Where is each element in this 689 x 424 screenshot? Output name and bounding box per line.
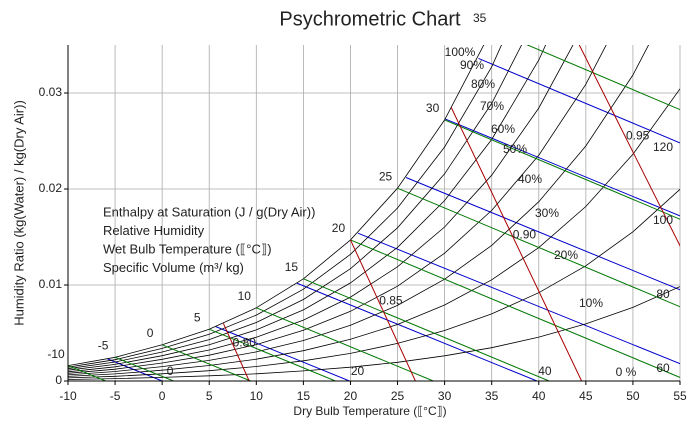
line-label: 100% bbox=[445, 45, 476, 59]
series-line bbox=[68, 45, 650, 376]
series-line bbox=[68, 45, 607, 374]
x-tick-label: 5 bbox=[206, 389, 213, 403]
series-line bbox=[444, 119, 680, 220]
series-line bbox=[209, 328, 336, 381]
series-line bbox=[68, 88, 680, 377]
line-label: 0 % bbox=[616, 365, 637, 379]
line-label: 10 bbox=[238, 289, 252, 303]
line-label: 0.90 bbox=[513, 227, 537, 241]
series-line bbox=[478, 57, 680, 144]
line-label: 40% bbox=[518, 172, 542, 186]
x-tick-label: -10 bbox=[59, 389, 77, 403]
x-tick-label: 20 bbox=[344, 389, 358, 403]
line-label: 80% bbox=[471, 77, 495, 91]
series-line bbox=[68, 45, 502, 368]
line-label: 0.85 bbox=[379, 294, 403, 308]
line-label: 80 bbox=[656, 287, 670, 301]
line-label: 15 bbox=[285, 260, 299, 274]
line-label: 60 bbox=[656, 361, 670, 375]
line-label: 0 bbox=[167, 364, 174, 378]
legend-entry: Wet Bulb Temperature (⟦°C⟧) bbox=[103, 241, 272, 256]
series-line bbox=[256, 307, 434, 381]
x-tick-label: 0 bbox=[159, 389, 166, 403]
x-tick-label: 10 bbox=[250, 389, 264, 403]
series-line bbox=[357, 232, 680, 365]
line-label: 0.80 bbox=[233, 335, 257, 349]
series-line bbox=[68, 45, 485, 366]
series-line bbox=[114, 356, 174, 381]
x-tick-label: 45 bbox=[579, 389, 593, 403]
x-tick-label: 55 bbox=[673, 389, 687, 403]
line-label: -10 bbox=[47, 347, 65, 361]
line-label: 20% bbox=[554, 248, 578, 262]
x-tick-label: 15 bbox=[297, 389, 311, 403]
series-line bbox=[68, 45, 547, 371]
series-line bbox=[405, 177, 680, 291]
y-tick-label: 0.01 bbox=[39, 277, 63, 291]
x-tick-label: 35 bbox=[485, 389, 499, 403]
line-label: 40 bbox=[538, 364, 552, 378]
legend-entry: Relative Humidity bbox=[103, 223, 205, 238]
line-label: 35 bbox=[473, 11, 487, 25]
line-label: 0 bbox=[147, 326, 154, 340]
x-tick-label: 50 bbox=[626, 389, 640, 403]
line-label: 0.95 bbox=[626, 129, 650, 143]
series-line bbox=[578, 45, 680, 247]
series-line bbox=[296, 282, 538, 381]
line-labels: 0 20 40 6080100120100%90%80%70%60%50%40%30%… bbox=[47, 11, 673, 379]
series-line bbox=[68, 189, 680, 379]
y-tick-label: 0 bbox=[55, 373, 62, 387]
line-label: 30 bbox=[426, 101, 440, 115]
series-line bbox=[350, 239, 416, 381]
series-line bbox=[68, 286, 680, 380]
x-axis-label: Dry Bulb Temperature (⟦°C⟧) bbox=[293, 404, 446, 418]
series-line bbox=[397, 187, 680, 308]
x-tick-label: 30 bbox=[438, 389, 452, 403]
x-tick-label: 25 bbox=[391, 389, 405, 403]
legend-entry: Specific Volume (m³/ kg) bbox=[103, 260, 244, 275]
line-label: 20 bbox=[332, 221, 346, 235]
x-tick-label: 40 bbox=[532, 389, 546, 403]
series-line bbox=[68, 45, 574, 373]
series-line bbox=[350, 239, 680, 378]
line-label: 25 bbox=[379, 169, 393, 183]
y-tick-label: 0.03 bbox=[39, 85, 63, 99]
series-line bbox=[68, 45, 523, 370]
series-line bbox=[303, 278, 550, 381]
line-label: 70% bbox=[480, 99, 504, 113]
line-label: 90% bbox=[460, 58, 484, 72]
x-tick-label: -5 bbox=[110, 389, 121, 403]
line-label: 30% bbox=[535, 206, 559, 220]
series-line bbox=[222, 323, 250, 381]
series-line bbox=[526, 45, 680, 111]
line-label: 20 bbox=[351, 364, 365, 378]
line-label: 10% bbox=[579, 296, 603, 310]
plot-lines bbox=[68, 45, 680, 381]
legend-entry: Enthalpy at Saturation (J / g(Dry Air)) bbox=[103, 204, 315, 219]
line-label: 60% bbox=[491, 122, 515, 136]
series-line bbox=[68, 365, 106, 381]
series-line bbox=[162, 344, 251, 381]
series-line bbox=[450, 107, 583, 381]
line-label: 120 bbox=[653, 140, 673, 154]
series-line bbox=[444, 118, 680, 217]
y-tick-label: 0.02 bbox=[39, 181, 63, 195]
line-label: 5 bbox=[194, 310, 201, 324]
line-label: 50% bbox=[503, 142, 527, 156]
chart-title: Psychrometric Chart bbox=[279, 8, 461, 30]
y-axis-label: Humidity Ratio (kg(Water) / kg(Dry Air)) bbox=[11, 100, 26, 326]
line-label: -5 bbox=[98, 338, 109, 352]
line-label: 100 bbox=[653, 213, 673, 227]
